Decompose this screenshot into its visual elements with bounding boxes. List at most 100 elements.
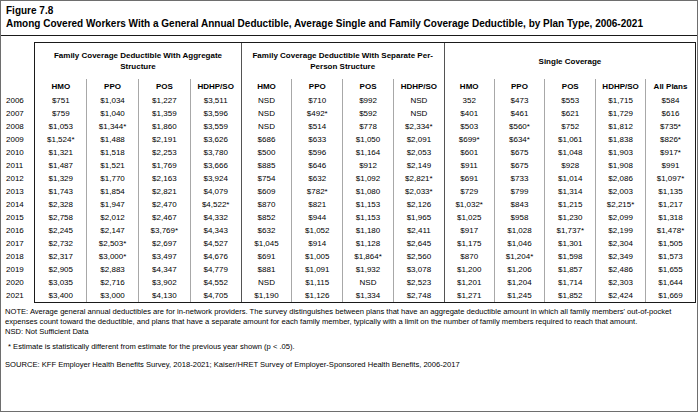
value-cell: $1,046 <box>494 237 545 250</box>
value-cell: $1,005 <box>292 250 343 263</box>
value-cell: $2,317 <box>35 250 87 263</box>
value-cell: $1,204 <box>494 276 545 289</box>
value-cell: $1,050 <box>343 133 394 146</box>
value-cell: $2,486 <box>596 263 646 276</box>
year-cell: 2018 <box>4 250 35 263</box>
value-cell: $1,034 <box>87 94 139 107</box>
value-cell: $1,045 <box>241 237 292 250</box>
value-cell: $1,052 <box>292 224 343 237</box>
year-cell: 2011 <box>4 159 35 172</box>
value-cell: $710 <box>292 94 343 107</box>
value-cell: $2,191 <box>138 133 190 146</box>
value-cell: $4,527 <box>190 237 241 250</box>
value-cell: $2,349 <box>596 250 646 263</box>
value-cell: $1,271 <box>444 289 494 303</box>
value-cell: $2,091 <box>393 133 444 146</box>
value-cell: $1,770 <box>87 172 139 185</box>
value-cell: NSD <box>393 107 444 120</box>
value-cell: $1,655 <box>646 263 696 276</box>
value-cell: $1,965 <box>393 211 444 224</box>
value-cell: $3,780 <box>190 146 241 159</box>
year-cell: 2008 <box>4 120 35 133</box>
value-cell: NSD <box>393 94 444 107</box>
value-cell: $1,852 <box>545 289 596 303</box>
value-cell: $917* <box>646 146 696 159</box>
value-cell: $4,347 <box>138 263 190 276</box>
value-cell: $4,522* <box>190 198 241 211</box>
column-header: POS <box>138 79 190 94</box>
value-cell: $1,908 <box>596 159 646 172</box>
value-cell: $601 <box>444 146 494 159</box>
value-cell: $881 <box>241 263 292 276</box>
value-cell: $500 <box>241 146 292 159</box>
value-cell: $3,769* <box>138 224 190 237</box>
value-cell: $691 <box>444 172 494 185</box>
value-cell: $1,644 <box>646 276 696 289</box>
year-cell: 2017 <box>4 237 35 250</box>
value-cell: $401 <box>444 107 494 120</box>
table-row: 2017$2,732$2,503*$2,697$4,527$1,045$914$… <box>4 237 696 250</box>
value-cell: $621 <box>545 107 596 120</box>
value-cell: $1,864* <box>343 250 394 263</box>
figure-title: Among Covered Workers With a General Ann… <box>6 17 694 30</box>
value-cell: $1,092 <box>343 172 394 185</box>
value-cell: $596 <box>292 146 343 159</box>
value-cell: NSD <box>343 276 394 289</box>
value-cell: NSD <box>241 94 292 107</box>
value-cell: $843 <box>494 198 545 211</box>
table-row: 2010$1,321$1,518$2,253$3,780$500$596$1,1… <box>4 146 696 159</box>
value-cell: $1,028 <box>494 224 545 237</box>
table-row: 2018$2,317$3,000*$3,497$4,676$691$1,005$… <box>4 250 696 263</box>
corner-cell <box>4 43 35 80</box>
value-cell: $1,715 <box>596 94 646 107</box>
value-cell: $1,854 <box>87 185 139 198</box>
value-cell: $2,304 <box>596 237 646 250</box>
value-cell: $754 <box>241 172 292 185</box>
figure-7-8: Figure 7.8 Among Covered Workers With a … <box>0 0 698 412</box>
value-cell: $1,032* <box>444 198 494 211</box>
value-cell: $503 <box>444 120 494 133</box>
value-cell: $2,328 <box>35 198 87 211</box>
value-cell: $3,666 <box>190 159 241 172</box>
value-cell: $2,821 <box>138 185 190 198</box>
column-header: PPO <box>87 79 139 94</box>
value-cell: $1,215 <box>545 198 596 211</box>
value-cell: $1,204* <box>494 250 545 263</box>
value-cell: $1,318 <box>646 211 696 224</box>
table-row: 2014$2,328$1,947$2,470$4,522*$870$821$1,… <box>4 198 696 211</box>
value-cell: $3,626 <box>190 133 241 146</box>
asterisk-footnote: * Estimate is statistically different fr… <box>8 342 693 352</box>
value-cell: $4,552 <box>190 276 241 289</box>
note-text: NOTE: Average general annual deductibles… <box>5 307 693 327</box>
table-row: 2019$2,905$2,883$4,347$4,779$881$1,091$1… <box>4 263 696 276</box>
value-cell: $885 <box>241 159 292 172</box>
value-cell: $870 <box>241 198 292 211</box>
value-cell: $991 <box>646 159 696 172</box>
value-cell: $1,344* <box>87 120 139 133</box>
value-cell: $917 <box>444 224 494 237</box>
value-cell: $3,596 <box>190 107 241 120</box>
value-cell: 352 <box>444 94 494 107</box>
value-cell: $2,033* <box>393 185 444 198</box>
value-cell: $3,400 <box>35 289 87 303</box>
value-cell: $799 <box>494 185 545 198</box>
value-cell: $3,000 <box>87 289 139 303</box>
value-cell: $1,091 <box>292 263 343 276</box>
value-cell: $852 <box>241 211 292 224</box>
value-cell: $4,332 <box>190 211 241 224</box>
group-header: Family Coverage Deductible With Separate… <box>241 43 444 80</box>
value-cell: $2,086 <box>596 172 646 185</box>
value-cell: $1,128 <box>343 237 394 250</box>
table-row: 2009$1,524*$1,488$2,191$3,626$686$633$1,… <box>4 133 696 146</box>
value-cell: $675 <box>494 146 545 159</box>
value-cell: $592 <box>343 107 394 120</box>
year-cell: 2006 <box>4 94 35 107</box>
column-header: POS <box>343 79 394 94</box>
value-cell: $2,334* <box>393 120 444 133</box>
value-cell: $1,769 <box>138 159 190 172</box>
value-cell: $1,932 <box>343 263 394 276</box>
column-header: PPO <box>292 79 343 94</box>
value-cell: $1,200 <box>444 263 494 276</box>
value-cell: $1,025 <box>444 211 494 224</box>
value-cell: $2,012 <box>87 211 139 224</box>
